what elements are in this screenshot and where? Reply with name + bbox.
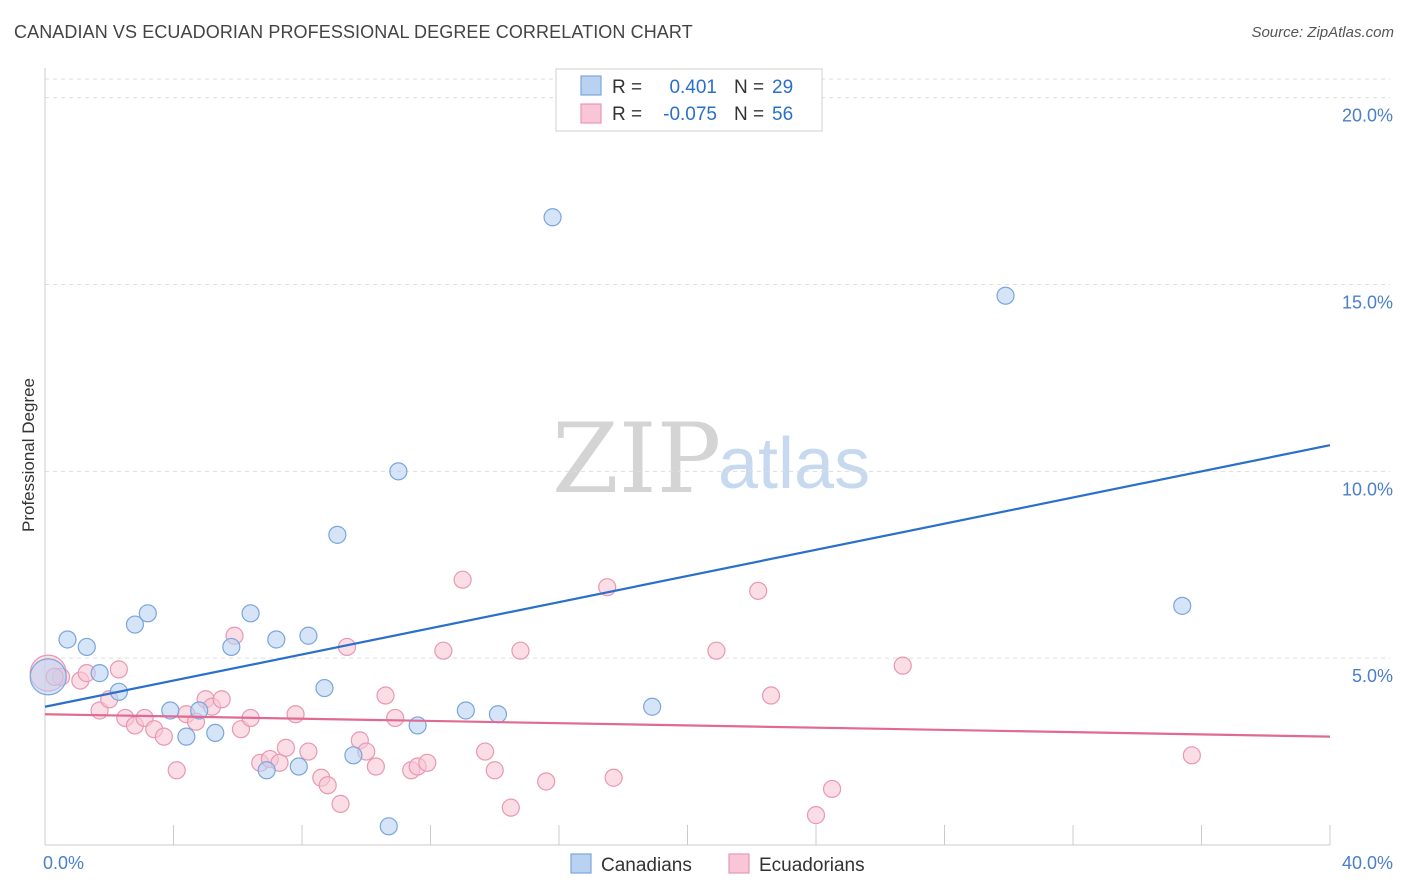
stats-n-value-ecuadorians: 56 — [772, 104, 793, 125]
point-canadians-27 — [996, 286, 1015, 305]
point-canadians-0 — [29, 658, 67, 696]
legend-label-ecuadorians: Ecuadorians — [759, 855, 865, 876]
legend-swatch-canadians — [570, 853, 592, 874]
point-canadians-18 — [328, 525, 347, 544]
point-canadians-15 — [289, 757, 308, 776]
x-tick-label-0: 0.0% — [43, 853, 84, 873]
point-ecuadorians-49 — [749, 581, 768, 601]
point-canadians-24 — [488, 705, 508, 724]
series-ecuadorians-points — [29, 570, 1201, 825]
point-canadians-23 — [456, 701, 475, 720]
point-ecuadorians-12 — [167, 761, 186, 780]
y-tick-label-3: 20.0% — [1342, 106, 1393, 126]
point-ecuadorians-38 — [418, 753, 437, 772]
point-canadians-8 — [177, 727, 196, 746]
y-tick-label-1: 10.0% — [1342, 479, 1393, 499]
point-canadians-5 — [125, 615, 145, 634]
series-legend: Canadians Ecuadorians — [570, 853, 865, 876]
point-ecuadorians-33 — [366, 757, 385, 776]
point-canadians-6 — [138, 604, 157, 623]
point-canadians-22 — [408, 716, 427, 735]
point-ecuadorians-50 — [761, 686, 781, 705]
point-ecuadorians-26 — [299, 742, 318, 761]
stats-legend-swatch-ecuadorians — [580, 103, 602, 124]
point-ecuadorians-42 — [485, 761, 504, 780]
point-ecuadorians-17 — [212, 690, 231, 709]
point-ecuadorians-34 — [376, 686, 395, 705]
point-ecuadorians-41 — [476, 742, 495, 761]
point-canadians-14 — [267, 630, 286, 649]
watermark-zip: ZIP — [552, 403, 721, 515]
point-ecuadorians-44 — [511, 641, 530, 660]
series-canadians-points — [29, 208, 1192, 836]
grid-lines — [45, 78, 1390, 659]
point-canadians-28 — [1173, 596, 1192, 615]
legend-swatch-ecuadorians — [728, 853, 750, 874]
point-ecuadorians-39 — [434, 641, 453, 660]
point-ecuadorians-28 — [318, 776, 337, 795]
point-ecuadorians-48 — [707, 641, 726, 660]
trend-line-ecuadorians — [44, 713, 1331, 738]
point-canadians-13 — [257, 761, 276, 780]
point-ecuadorians-29 — [331, 794, 350, 813]
stats-r-value-ecuadorians: -0.075 — [663, 104, 717, 125]
stats-n-value-canadians: 29 — [772, 77, 793, 98]
stats-n-label-canadians: N = — [734, 77, 764, 98]
x-tick-label-1: 40.0% — [1342, 853, 1393, 873]
point-ecuadorians-47 — [604, 768, 623, 787]
point-canadians-25 — [543, 208, 562, 227]
point-canadians-12 — [241, 604, 260, 623]
y-tick-label-2: 15.0% — [1342, 293, 1393, 313]
y-tick-labels: 5.0% 10.0% 15.0% 20.0% — [1342, 106, 1393, 686]
point-canadians-7 — [161, 701, 180, 720]
stats-legend: R = 0.401 N = 29 R = -0.075 N = 56 — [555, 68, 823, 132]
point-ecuadorians-45 — [537, 772, 556, 791]
x-tick-labels: 0.0% 40.0% — [43, 853, 1393, 873]
point-canadians-1 — [58, 630, 77, 649]
point-ecuadorians-11 — [154, 727, 173, 746]
point-ecuadorians-43 — [501, 798, 520, 817]
point-canadians-2 — [77, 637, 96, 657]
point-ecuadorians-54 — [1182, 746, 1201, 765]
stats-r-label-canadians: R = — [612, 77, 642, 98]
point-ecuadorians-52 — [822, 779, 842, 799]
watermark-atlas: atlas — [718, 424, 870, 504]
stats-n-label-ecuadorians: N = — [734, 104, 764, 125]
axes — [44, 68, 1331, 846]
point-canadians-3 — [90, 664, 109, 683]
point-ecuadorians-25 — [286, 705, 305, 724]
source-note: Source: ZipAtlas.com — [1251, 24, 1394, 41]
point-canadians-10 — [206, 723, 225, 743]
chart-title: CANADIAN VS ECUADORIAN PROFESSIONAL DEGR… — [14, 22, 693, 42]
stats-legend-swatch-canadians — [580, 75, 602, 96]
point-ecuadorians-40 — [453, 570, 472, 589]
point-ecuadorians-53 — [893, 656, 912, 675]
y-tick-label-0: 5.0% — [1352, 666, 1393, 686]
legend-label-canadians: Canadians — [601, 855, 692, 876]
point-canadians-16 — [299, 626, 318, 645]
point-ecuadorians-24 — [276, 738, 296, 757]
point-canadians-9 — [190, 701, 209, 720]
point-canadians-19 — [344, 746, 363, 765]
y-axis-title: Professional Degree — [19, 378, 38, 532]
point-canadians-11 — [222, 637, 241, 657]
point-canadians-17 — [315, 678, 334, 698]
point-ecuadorians-35 — [386, 708, 405, 728]
point-canadians-21 — [389, 462, 408, 481]
point-canadians-26 — [643, 697, 662, 716]
stats-r-value-canadians: 0.401 — [669, 77, 717, 98]
point-ecuadorians-51 — [806, 806, 826, 825]
point-ecuadorians-6 — [109, 660, 128, 679]
stats-r-label-ecuadorians: R = — [612, 104, 642, 125]
trend-line-canadians — [44, 444, 1331, 708]
point-canadians-20 — [379, 817, 398, 836]
trend-lines — [44, 444, 1331, 738]
